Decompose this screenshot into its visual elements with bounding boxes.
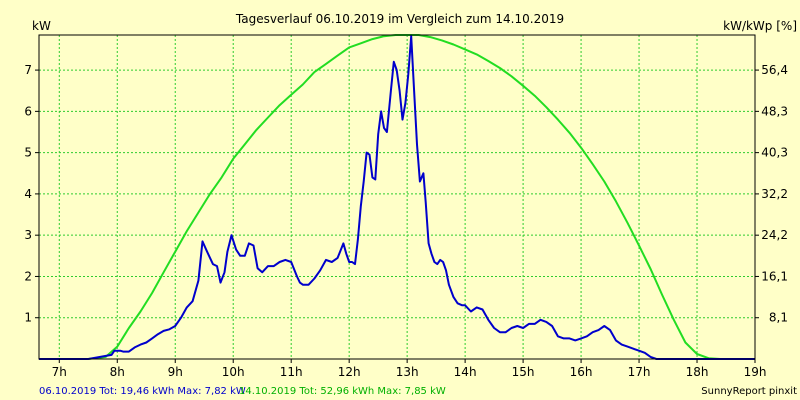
y-axis-left-label: kW — [32, 19, 51, 33]
legend-series-1: 06.10.2019 Tot: 19,46 kWh Max: 7,82 kW — [39, 386, 246, 397]
chart-title: Tagesverlauf 06.10.2019 im Vergleich zum… — [235, 12, 564, 26]
legend-series-2: 14.10.2019 Tot: 52,96 kWh Max: 7,85 kW — [239, 386, 446, 397]
x-tick-label: 10h — [222, 365, 245, 379]
y-left-tick-label: 1 — [24, 311, 32, 325]
y-right-tick-label: 24,2 — [761, 228, 788, 242]
y-right-tick-label: 32,2 — [761, 187, 788, 201]
y-left-tick-label: 7 — [24, 63, 32, 77]
series-line-06-10-2019 — [39, 35, 755, 360]
y-left-tick-label: 2 — [24, 269, 32, 283]
x-tick-label: 19h — [744, 365, 767, 379]
x-tick-label: 17h — [628, 365, 651, 379]
y-right-tick-label: 48,3 — [761, 104, 788, 118]
y-right-tick-label: 16,1 — [761, 269, 788, 283]
x-tick-label: 15h — [512, 365, 535, 379]
x-tick-label: 9h — [168, 365, 183, 379]
x-tick-label: 16h — [570, 365, 593, 379]
axis-ticks: 7h 8h 9h 10h 11h 12h 13h 14h 15h 16h 17h 18h 19h 1 8,1… — [24, 63, 788, 379]
x-tick-label: 7h — [52, 365, 67, 379]
x-tick-label: 13h — [396, 365, 419, 379]
y-right-tick-label: 56,4 — [761, 63, 788, 77]
y-left-tick-label: 6 — [24, 104, 32, 118]
x-tick-label: 18h — [686, 365, 709, 379]
x-tick-label: 11h — [280, 365, 303, 379]
plot-frame — [38, 34, 756, 360]
x-tick-label: 14h — [454, 365, 477, 379]
x-tick-label: 8h — [110, 365, 125, 379]
series-layer — [39, 34, 755, 360]
footer-credit: SunnyReport pinxit — [701, 386, 797, 397]
y-axis-right-label: kW/kWp [%] — [723, 19, 797, 33]
y-right-tick-label: 8,1 — [769, 311, 788, 325]
y-left-tick-label: 3 — [24, 228, 32, 242]
grid — [39, 35, 755, 359]
y-right-tick-label: 40,3 — [761, 146, 788, 160]
y-left-tick-label: 4 — [24, 187, 32, 201]
y-left-tick-label: 5 — [24, 146, 32, 160]
series-line-14-10-2019 — [39, 34, 755, 360]
x-tick-label: 12h — [338, 365, 361, 379]
